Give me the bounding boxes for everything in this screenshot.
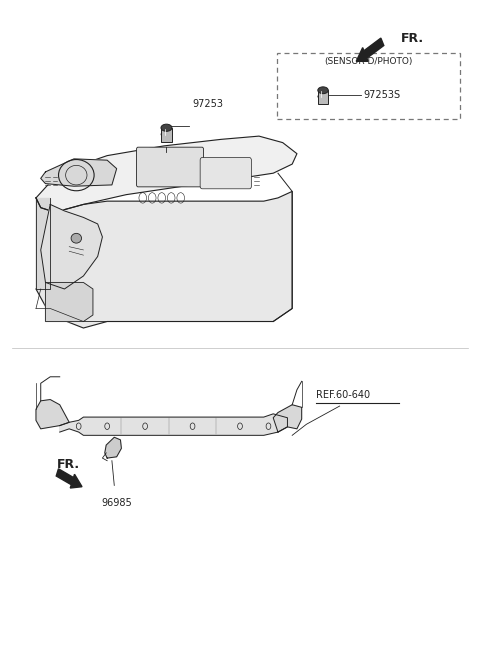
Polygon shape [36, 192, 292, 328]
Text: 97253: 97253 [192, 98, 224, 109]
Bar [161, 128, 172, 142]
Ellipse shape [318, 87, 328, 94]
Ellipse shape [71, 234, 82, 243]
FancyArrow shape [56, 469, 82, 488]
Polygon shape [41, 205, 102, 289]
Text: 97253S: 97253S [363, 90, 400, 100]
Polygon shape [36, 136, 297, 213]
Polygon shape [105, 438, 121, 458]
Text: FR.: FR. [401, 32, 424, 45]
Text: 96985: 96985 [101, 499, 132, 508]
Ellipse shape [161, 131, 172, 137]
Text: REF.60-640: REF.60-640 [316, 390, 370, 400]
Polygon shape [41, 159, 117, 186]
Bar [318, 91, 328, 104]
Polygon shape [273, 405, 301, 432]
Polygon shape [36, 400, 69, 429]
Polygon shape [46, 283, 93, 321]
FancyBboxPatch shape [200, 157, 252, 189]
FancyArrow shape [356, 38, 384, 61]
Text: (SENSOR-D/PHOTO): (SENSOR-D/PHOTO) [324, 58, 412, 66]
Ellipse shape [318, 94, 328, 99]
Polygon shape [36, 198, 50, 289]
Polygon shape [60, 414, 288, 436]
Text: FR.: FR. [57, 458, 81, 471]
FancyBboxPatch shape [137, 147, 204, 187]
Ellipse shape [161, 124, 172, 131]
